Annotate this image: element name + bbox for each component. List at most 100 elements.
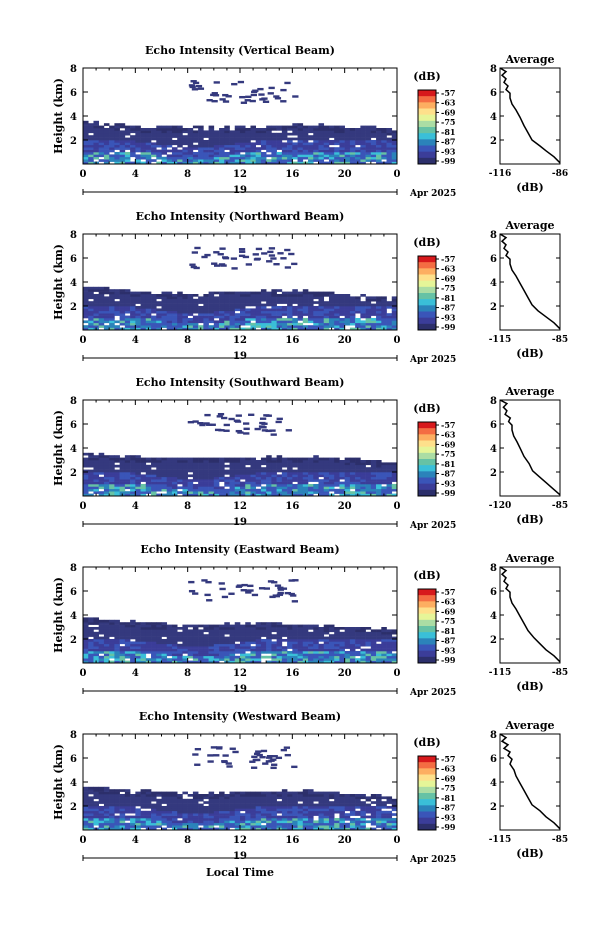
echo-cell xyxy=(145,472,152,475)
echo-cell xyxy=(124,631,131,635)
echo-cell xyxy=(219,303,225,307)
echo-cell xyxy=(161,310,168,314)
echo-cell xyxy=(302,651,309,654)
echo-cell xyxy=(365,137,372,141)
echo-cell xyxy=(119,144,126,148)
echo-cell xyxy=(250,310,256,314)
echo-cell xyxy=(203,296,209,300)
echo-cell xyxy=(381,655,387,659)
echo-cell xyxy=(308,658,314,661)
panel-4: Echo Intensity (Eastward Beam)Height (km… xyxy=(52,543,568,698)
echo-cell xyxy=(135,474,141,478)
echo-cell xyxy=(124,472,131,475)
echo-cell xyxy=(187,479,194,482)
colorbar-tick-label: -81 xyxy=(441,459,455,469)
echo-cell xyxy=(114,822,120,826)
colorbar-unit: (dB) xyxy=(413,236,440,249)
echo-cell xyxy=(328,457,335,461)
echo-cell xyxy=(287,144,293,148)
echo-cell xyxy=(103,789,110,792)
echo-cell xyxy=(192,798,199,802)
echo-cell xyxy=(224,641,230,645)
echo-cell xyxy=(135,622,141,625)
echo-cell xyxy=(187,464,194,468)
echo-cell xyxy=(177,806,183,809)
echo-cell xyxy=(250,627,256,630)
echo-cell xyxy=(276,646,283,649)
colorbar-tick-label: -63 xyxy=(441,264,456,274)
echo-cell xyxy=(109,622,115,625)
echo-cell xyxy=(360,144,366,148)
echo-cell xyxy=(386,147,393,150)
echo-cell xyxy=(308,476,314,480)
echo-cell xyxy=(339,296,345,300)
echo-cell xyxy=(344,653,351,657)
echo-cell xyxy=(365,634,372,637)
echo-cell xyxy=(370,467,377,470)
echo-cell xyxy=(370,484,377,487)
echo-cell xyxy=(229,472,236,475)
echo-cell xyxy=(308,651,314,654)
echo-cell xyxy=(161,147,168,150)
echo-cell xyxy=(381,476,387,480)
echo-cell xyxy=(290,594,297,597)
echo-cell xyxy=(313,135,319,138)
echo-cell xyxy=(276,125,283,129)
echo-cell xyxy=(145,818,152,821)
echo-cell xyxy=(213,660,220,664)
echo-cell xyxy=(130,653,136,657)
colorbar-tick-label: -81 xyxy=(441,626,455,636)
echo-cell xyxy=(334,472,340,475)
echo-cell xyxy=(308,789,314,792)
echo-cell xyxy=(103,149,110,153)
echo-cell xyxy=(140,462,147,466)
echo-cell xyxy=(119,789,126,792)
echo-cell xyxy=(140,818,147,821)
echo-cell xyxy=(276,457,283,461)
echo-cell xyxy=(156,303,162,307)
echo-cell xyxy=(344,457,351,461)
echo-cell xyxy=(349,636,356,640)
echo-cell xyxy=(381,306,387,309)
echo-cell xyxy=(308,472,314,475)
echo-cell xyxy=(328,306,335,309)
echo-cell xyxy=(219,322,225,326)
echo-cell xyxy=(208,820,215,824)
echo-cell xyxy=(229,643,236,647)
echo-cell xyxy=(260,818,267,821)
echo-cell xyxy=(323,322,330,326)
echo-cell xyxy=(381,651,387,654)
echo-cell xyxy=(271,798,277,802)
echo-cell xyxy=(213,296,220,300)
echo-cell xyxy=(177,825,183,828)
echo-cell xyxy=(355,308,361,312)
echo-cell xyxy=(308,646,314,649)
echo-cell xyxy=(93,617,99,621)
echo-cell xyxy=(114,132,120,136)
echo-cell xyxy=(119,147,126,150)
echo-cell xyxy=(109,147,115,150)
echo-cell xyxy=(250,149,256,153)
echo-cell xyxy=(292,472,298,475)
echo-cell xyxy=(187,310,194,314)
echo-cell xyxy=(271,827,277,831)
echo-cell xyxy=(103,810,110,814)
echo-cell xyxy=(334,142,340,146)
echo-cell xyxy=(266,142,272,146)
colorbar-swatch xyxy=(418,440,436,448)
echo-cell xyxy=(156,791,162,795)
echo-cell xyxy=(151,142,157,146)
echo-cell xyxy=(161,303,168,307)
echo-cell xyxy=(177,479,183,482)
echo-cell xyxy=(229,808,236,812)
echo-cell xyxy=(355,301,361,304)
echo-cell xyxy=(171,643,178,647)
echo-cell xyxy=(381,646,387,649)
echo-cell xyxy=(266,260,273,263)
echo-cell xyxy=(308,806,314,809)
echo-cell xyxy=(161,472,168,475)
echo-cell xyxy=(297,636,304,640)
echo-cell xyxy=(177,322,183,326)
echo-cell xyxy=(145,140,152,143)
echo-cell xyxy=(140,643,147,647)
